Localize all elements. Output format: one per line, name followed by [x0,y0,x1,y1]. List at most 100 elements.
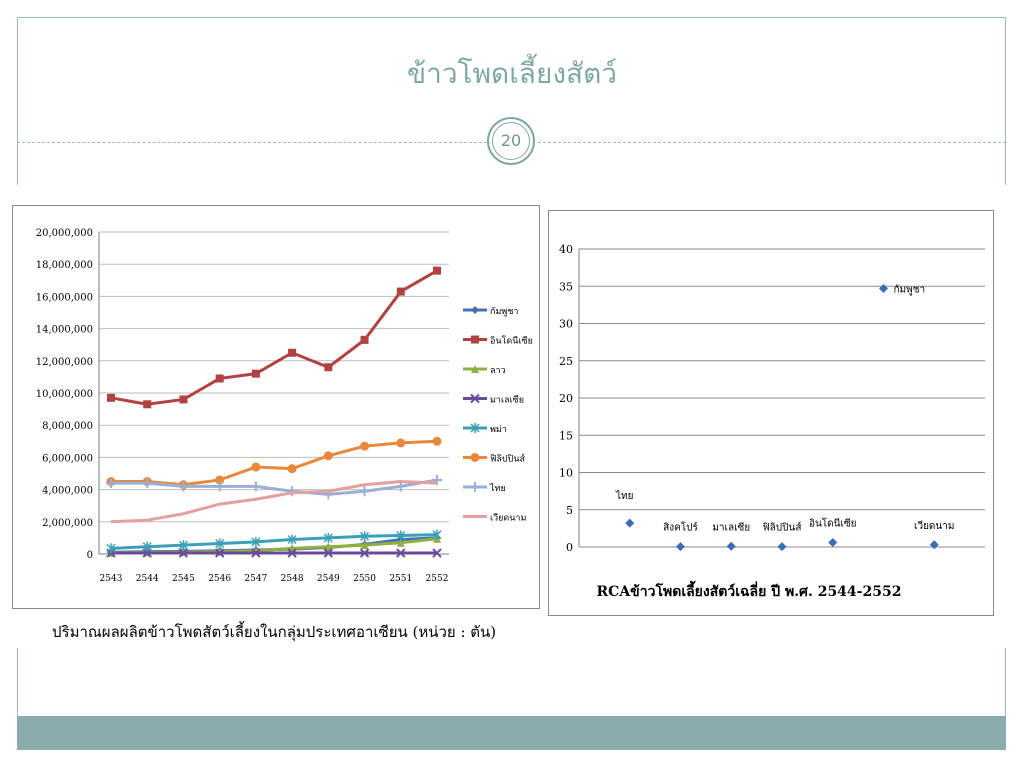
data-point [396,530,406,541]
data-point [360,541,369,550]
y-tick-label: 16,000,000 [36,292,93,303]
data-point [214,548,225,558]
rca-scatter-chart-panel: 0 5 10 15 20 25 30 35 40 ไทยสิงคโปร์ มาเลเซีย ฟิลิป… [548,210,994,616]
data-point [288,348,297,357]
data-point [432,529,442,540]
x-tick-label: 2551 [389,574,412,584]
legend-marker [470,453,480,462]
scatter-point-label: ไทย [615,490,633,502]
y-tick-label: 40 [559,243,573,256]
legend-label: อินโดนีเซีย [490,336,533,347]
y-tick-label: 0 [87,550,93,561]
slide-title: ข้าวโพดเลี้ยงสัตว์ [406,57,618,90]
scatter-point-label: กัมพูชา [894,284,926,295]
legend-marker [471,306,479,314]
scatter-point-label: อินโดนีเซีย [809,517,857,530]
scatter-point-label: สิงคโปร์ [663,521,698,534]
y-tick-label: 12,000,000 [36,357,93,368]
data-point [360,531,370,542]
title-divider-left [17,142,487,143]
legend-marker [470,393,480,404]
legend-label: มาเลเซีย [490,395,524,406]
data-point [432,436,442,446]
x-tick-label: 2547 [244,574,267,584]
series-line [111,478,438,496]
series-line [110,480,438,524]
legend-label: ลาว [490,366,506,376]
data-point [396,548,406,558]
data-point [287,464,297,474]
x-tick-label: 2549 [317,574,340,584]
y-tick-label: 30 [559,318,573,331]
y-tick-label: 35 [559,280,573,293]
y-tick-label: 25 [559,355,573,368]
legend-label: กัมพูชา [490,307,518,317]
data-point [396,438,406,448]
series-line [111,439,438,487]
y-tick-label: 20 [559,392,573,405]
data-point [359,486,370,497]
data-point [107,393,115,402]
data-point [287,548,297,558]
data-point [323,451,333,461]
data-point [106,478,116,489]
data-point [432,548,442,558]
left-chart-caption: ปริมาณผลผลิตข้าวโพดสัตว์เลี้ยงในกลุ่มประ… [52,623,497,641]
chart-title: RCAข้าวโพดเลี้ยงสัตว์เฉลี่ย ปี พ.ศ. 2544… [597,580,902,600]
data-point [432,474,442,485]
y-tick-label: 2,000,000 [42,518,93,529]
data-point [323,532,333,543]
data-point [251,536,261,547]
y-tick-label: 18,000,000 [36,260,93,271]
data-point [214,481,225,492]
data-point [143,400,152,409]
legend-marker [471,335,479,344]
frame-right-lower [1005,648,1006,718]
scatter-point-label: ฟิลิปปินส์ [762,522,801,534]
legend-label: ไทย [489,483,506,494]
legend-marker [471,365,479,373]
data-point [251,462,261,472]
page-number: 20 [492,122,530,160]
data-point [360,441,370,451]
scatter-point-label: มาเลเซีย [712,521,750,533]
legend-label: พม่า [490,425,507,435]
x-tick-label: 2545 [172,574,195,584]
footer-bar [17,716,1006,750]
data-point [396,538,405,547]
frame-left-lower [17,648,18,718]
scatter-point [625,518,635,528]
data-point [396,287,405,296]
y-tick-label: 4,000,000 [42,486,93,497]
x-tick-label: 2543 [100,574,123,584]
frame-top [17,17,1006,18]
y-tick-label: 15 [559,429,573,442]
legend-marker [470,482,480,492]
y-tick-label: 10 [559,467,573,480]
data-point [251,369,260,378]
data-point [433,266,441,275]
x-tick-label: 2548 [281,574,304,584]
frame-left-upper [17,17,18,185]
x-tick-label: 2546 [208,574,231,584]
data-point [215,538,225,549]
data-point [178,540,188,551]
data-point [215,374,224,383]
data-point [324,542,333,551]
y-tick-label: 0 [566,541,573,554]
data-point [178,481,189,492]
data-point [179,395,188,404]
scatter-point [879,283,888,293]
scatter-point [777,542,787,552]
legend-label: ฟิลิปปินส์ [490,453,525,465]
data-point [287,534,297,545]
data-point [142,478,153,489]
title-divider-right [538,142,1006,143]
y-tick-label: 20,000,000 [36,228,93,239]
y-tick-label: 5 [566,504,573,517]
x-tick-label: 2544 [136,574,159,584]
data-point [360,335,369,344]
y-tick-label: 10,000,000 [36,389,93,400]
scatter-point-label: เวียดนาม [914,520,954,532]
